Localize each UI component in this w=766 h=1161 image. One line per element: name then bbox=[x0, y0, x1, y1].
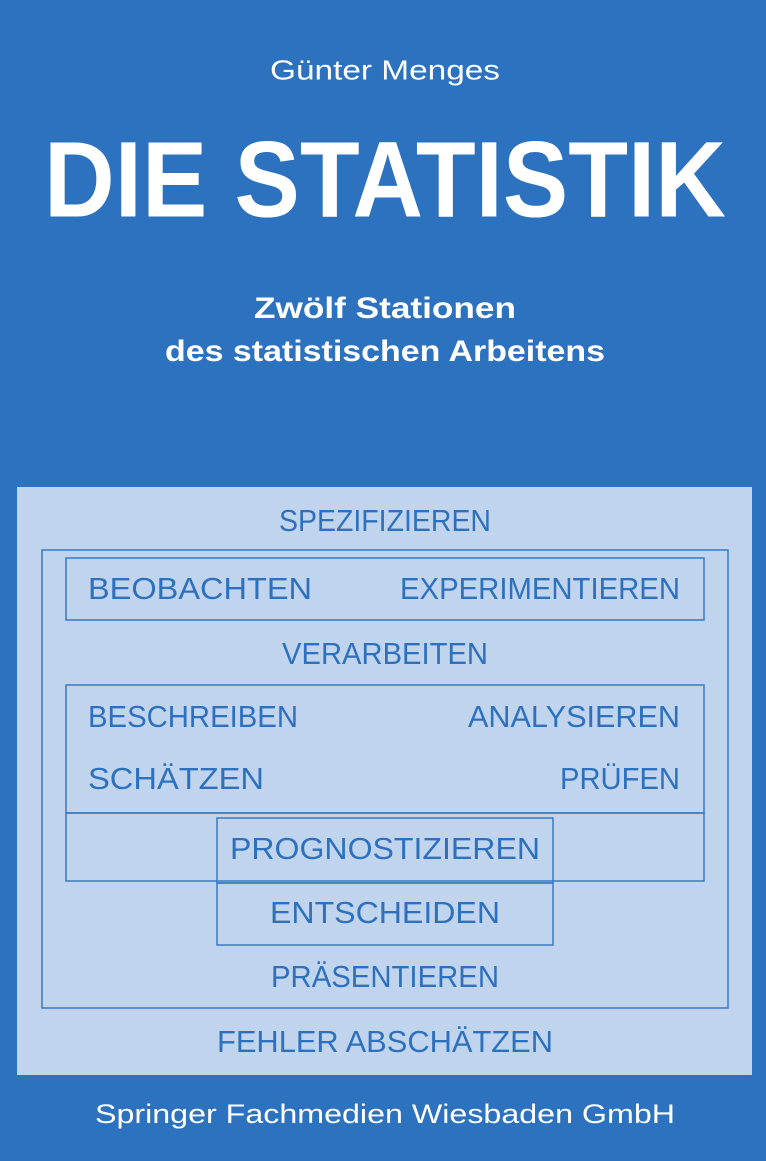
publisher: Springer Fachmedien Wiesbaden GmbH bbox=[95, 1099, 675, 1129]
diagram-panel bbox=[17, 487, 752, 1075]
box bbox=[216, 882, 554, 946]
box bbox=[65, 812, 705, 882]
diagram-label: VERARBEITEN bbox=[282, 636, 488, 671]
diagram-label: SCHÄTZEN bbox=[88, 761, 264, 796]
diagram-label: FEHLER ABSCHÄTZEN bbox=[217, 1024, 553, 1059]
diagram-label: BESCHREIBEN bbox=[88, 699, 298, 734]
outer-box bbox=[41, 549, 729, 1009]
box bbox=[65, 557, 705, 621]
diagram-label: PRÜFEN bbox=[560, 761, 680, 796]
diagram-label: PRÄSENTIEREN bbox=[271, 959, 499, 994]
title: DIE STATISTIK bbox=[44, 119, 726, 240]
diagram-label: PROGNOSTIZIEREN bbox=[230, 831, 540, 866]
diagram-label: EXPERIMENTIEREN bbox=[400, 571, 680, 606]
diagram-label: BEOBACHTEN bbox=[88, 571, 312, 606]
diagram-label: SPEZIFIZIEREN bbox=[279, 503, 491, 538]
diagram-label: ENTSCHEIDEN bbox=[270, 895, 500, 930]
subtitle-line: Zwölf Stationen bbox=[254, 292, 516, 325]
subtitle-line: des statistischen Arbeitens bbox=[165, 335, 605, 368]
diagram-label: ANALYSIEREN bbox=[468, 699, 680, 734]
author: Günter Menges bbox=[270, 54, 500, 85]
